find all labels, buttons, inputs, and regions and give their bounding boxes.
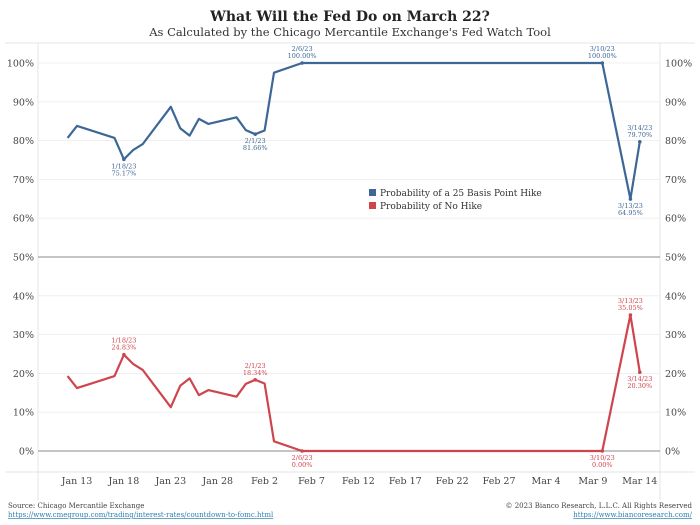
y-tick-label-right: 80% [665,136,686,147]
y-tick-label-left: 50% [13,253,34,264]
chart-subtitle: As Calculated by the Chicago Mercantile … [148,25,551,39]
annotation-date: 2/1/23 [245,137,266,145]
annotated-point [253,132,258,136]
y-tick-label-left: 60% [13,214,34,225]
annotation-value: 75.17% [112,169,137,177]
annotation-value: 100.00% [288,52,317,60]
annotated-point [628,197,633,201]
annotation-date: 3/10/23 [590,454,615,462]
annotation-date: 2/6/23 [292,45,313,53]
x-tick-label: Feb 2 [251,476,278,487]
y-tick-label-right: 20% [665,369,686,380]
annotated-point [300,61,304,65]
legend-swatch-hike [369,189,376,196]
y-tick-label-left: 0% [19,447,34,458]
legend: Probability of a 25 Basis Point Hike Pro… [369,189,542,212]
annotated-point [300,449,304,453]
x-tick-label: Feb 27 [483,476,516,487]
annotated-point [122,157,126,162]
legend-label-hike: Probability of a 25 Basis Point Hike [380,189,542,199]
annotated-point [253,378,258,382]
legend-swatch-no-hike [369,202,376,209]
annotation-value: 0.00% [292,461,313,469]
y-tick-label-left: 80% [13,136,34,147]
annotation-date: 3/13/23 [618,297,643,305]
y-tick-label-left: 20% [13,369,34,380]
annotation-value: 100.00% [588,52,617,60]
y-tick-label-right: 50% [665,253,686,264]
y-tick-label-right: 0% [665,447,680,458]
annotation-date: 1/18/23 [111,337,136,345]
x-tick-label: Mar 14 [622,476,657,487]
y-tick-label-right: 40% [665,291,686,302]
y-tick-label-right: 10% [665,408,686,419]
x-tick-label: Mar 9 [578,476,607,487]
annotation-value: 0.00% [592,461,613,469]
copyright-text: © 2023 Bianco Research, L.L.C. All Right… [506,502,693,510]
source-text: Source: Chicago Mercantile Exchange [8,502,144,510]
annotation-date: 2/1/23 [245,362,266,370]
y-tick-label-left: 40% [13,291,34,302]
annotated-point [638,139,642,144]
y-tick-label-left: 10% [13,408,34,419]
x-tick-label: Feb 22 [436,476,469,487]
x-tick-label: Feb 17 [389,476,422,487]
annotated-point [600,61,605,65]
y-tick-label-right: 70% [665,175,686,186]
annotated-point [638,370,642,375]
annotated-point [600,449,605,453]
source-link[interactable]: https://www.cmegroup.com/trading/interes… [8,511,274,519]
annotation-date: 3/10/23 [590,45,615,53]
legend-label-no-hike: Probability of No Hike [380,202,482,212]
x-tick-label: Jan 23 [154,476,186,487]
x-tick-label: Feb 12 [342,476,375,487]
y-tick-label-left: 70% [13,175,34,186]
annotation-value: 24.83% [112,344,137,352]
annotation-date: 3/14/23 [627,124,652,132]
annotated-point [122,352,126,357]
annotation-value: 20.30% [627,382,652,390]
annotation-date: 3/13/23 [618,202,643,210]
x-tick-label: Feb 7 [298,476,325,487]
y-tick-label-left: 100% [7,59,34,70]
annotation-value: 18.34% [243,369,268,377]
site-link[interactable]: https://www.biancoresearch.com/ [573,511,692,519]
annotation-date: 3/14/23 [627,375,652,383]
annotation-date: 2/6/23 [292,454,313,462]
annotation-value: 64.95% [618,209,643,217]
series-line-no-hike [66,313,641,453]
x-tick-label: Jan 13 [61,476,93,487]
annotation-value: 35.05% [618,304,643,312]
x-tick-label: Jan 28 [201,476,233,487]
series-line-hike [66,61,641,201]
y-tick-label-right: 30% [665,330,686,341]
x-tick-label: Mar 4 [532,476,561,487]
annotation-value: 79.70% [627,131,652,139]
y-tick-label-left: 90% [13,97,34,108]
y-tick-label-right: 100% [665,59,692,70]
x-tick-label: Jan 18 [108,476,140,487]
annotation-value: 81.66% [243,144,268,152]
y-tick-label-right: 90% [665,97,686,108]
annotated-point [628,313,633,317]
chart-title: What Will the Fed Do on March 22? [209,9,490,25]
y-tick-label-left: 30% [13,330,34,341]
annotation-date: 1/18/23 [111,162,136,170]
y-tick-label-right: 60% [665,214,686,225]
